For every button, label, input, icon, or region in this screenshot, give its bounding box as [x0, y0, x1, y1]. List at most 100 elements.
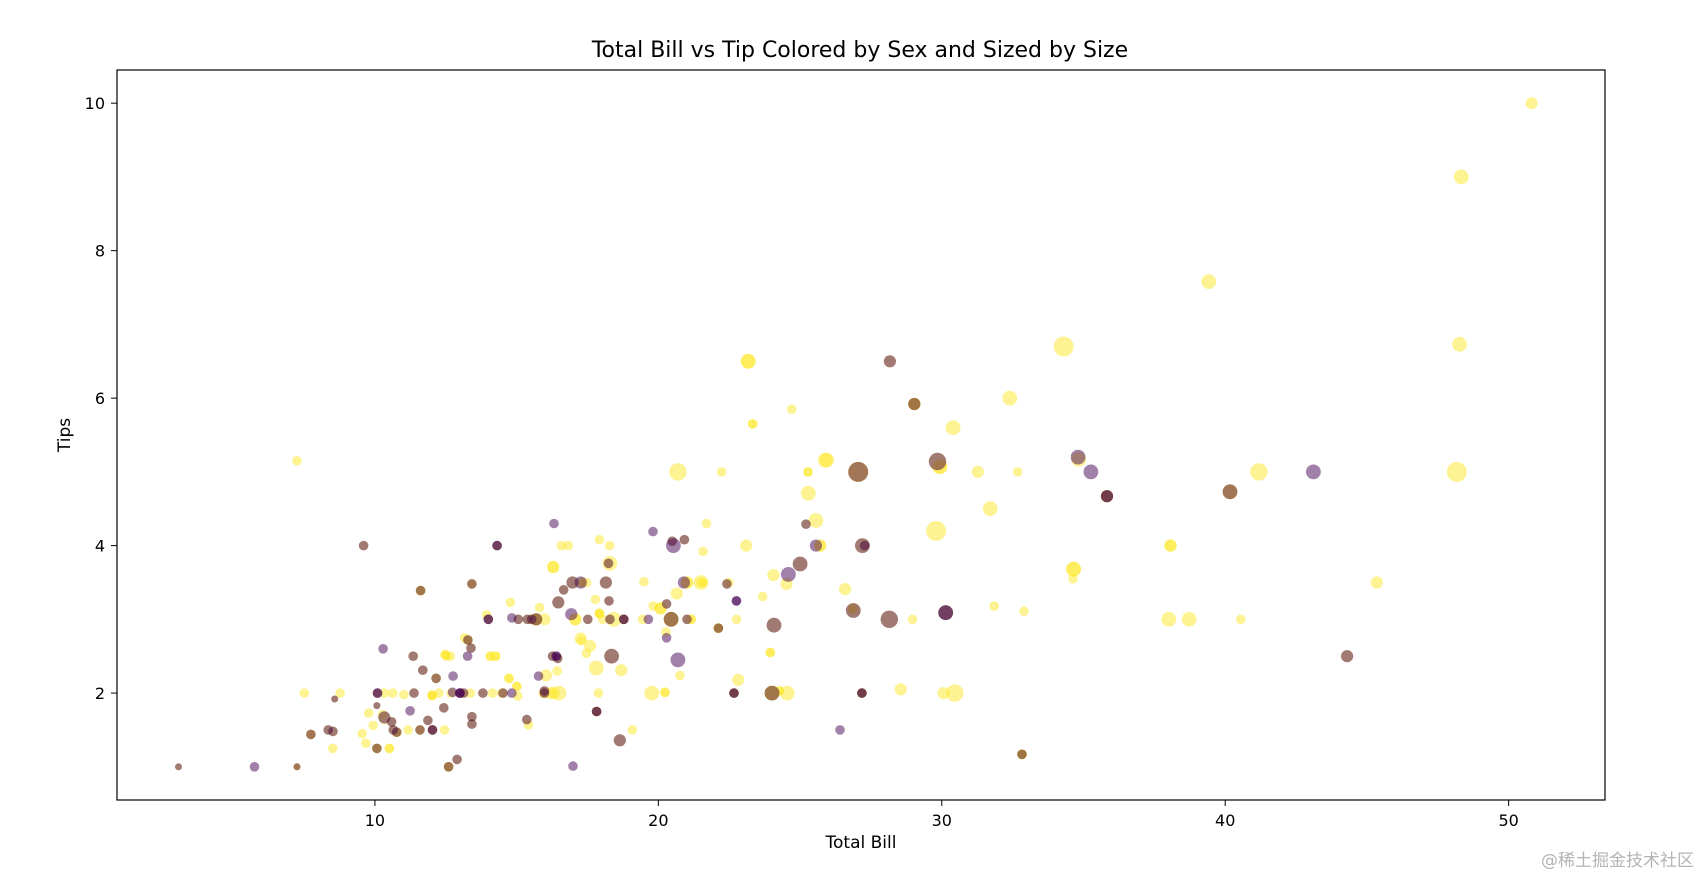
x-tick-label: 50	[1498, 811, 1518, 830]
data-point-female	[713, 623, 724, 633]
data-point-female	[408, 651, 419, 661]
data-point-female	[293, 763, 301, 771]
data-point-female	[859, 540, 870, 551]
data-point-female	[605, 614, 615, 625]
data-point-male	[839, 583, 852, 596]
data-point-female	[415, 725, 425, 735]
data-point-female	[766, 617, 782, 633]
data-point-female	[549, 518, 559, 529]
data-point-male	[740, 539, 753, 552]
data-point-female	[604, 596, 614, 606]
data-point-female	[539, 688, 550, 698]
data-point-female	[583, 614, 593, 625]
data-point-female	[467, 711, 477, 722]
data-point-male	[982, 501, 998, 517]
data-point-female	[809, 539, 823, 552]
y-axis-label: Tips	[55, 418, 75, 453]
data-point-female	[306, 729, 316, 740]
data-point-male	[357, 728, 368, 739]
data-point-female	[591, 706, 602, 717]
data-point-female	[1083, 464, 1099, 480]
data-point-female	[661, 633, 672, 643]
data-point-female	[522, 714, 532, 725]
data-point-male	[593, 688, 604, 698]
data-point-male	[388, 688, 398, 698]
data-point-male	[504, 673, 514, 684]
data-point-female	[845, 603, 861, 618]
data-point-female	[1100, 490, 1114, 503]
data-point-male	[1446, 461, 1467, 482]
points-layer	[175, 97, 1538, 772]
data-point-female	[928, 452, 947, 471]
data-point-male	[1453, 169, 1469, 185]
data-point-female	[558, 585, 569, 595]
data-point-male	[588, 660, 604, 676]
data-point-female	[1306, 464, 1321, 480]
data-point-female	[1070, 449, 1086, 465]
data-point-male	[512, 681, 522, 692]
data-point-female	[619, 614, 629, 625]
data-point-male	[1161, 611, 1177, 627]
data-point-male	[487, 688, 498, 698]
data-point-male	[594, 608, 605, 619]
data-point-female	[764, 685, 780, 701]
data-point-female	[447, 687, 458, 698]
data-point-female	[574, 576, 587, 589]
data-point-female	[418, 665, 428, 675]
data-point-female	[908, 397, 921, 411]
data-point-male	[590, 594, 601, 605]
data-point-female	[1341, 650, 1354, 663]
data-point-male	[440, 649, 451, 660]
data-point-female	[452, 754, 462, 765]
x-axis: 10 20 30 40 50	[365, 800, 1519, 830]
data-point-male	[368, 720, 379, 731]
data-point-male	[800, 485, 816, 501]
data-point-male	[335, 688, 345, 698]
data-point-male	[639, 576, 649, 587]
data-point-male	[1236, 614, 1246, 625]
data-point-female	[792, 556, 808, 572]
data-point-female	[378, 644, 388, 654]
data-point-female	[848, 461, 869, 482]
data-point-female	[533, 671, 544, 681]
data-point-male	[604, 540, 615, 551]
data-point-male	[465, 688, 476, 698]
data-point-female	[781, 567, 796, 582]
data-point-female	[1222, 484, 1238, 500]
x-tick-label: 40	[1215, 811, 1235, 830]
data-point-female	[439, 703, 449, 713]
y-tick-label: 10	[85, 94, 105, 113]
data-point-female	[565, 608, 578, 621]
data-point-female	[731, 596, 742, 606]
data-point-female	[492, 540, 502, 551]
data-point-male	[490, 651, 501, 661]
data-point-male	[552, 666, 562, 676]
data-point-female	[551, 651, 562, 661]
data-point-female	[663, 611, 679, 627]
data-point-male	[594, 534, 605, 545]
y-tick-label: 6	[95, 389, 105, 408]
data-point-female	[682, 614, 692, 625]
data-point-male	[731, 614, 742, 625]
data-point-male	[292, 456, 302, 466]
data-point-male	[1164, 539, 1177, 552]
data-point-female	[661, 599, 672, 609]
data-point-female	[938, 605, 954, 621]
data-point-female	[386, 717, 397, 727]
y-tick-label: 2	[95, 684, 105, 703]
data-point-male	[1068, 574, 1078, 584]
data-point-female	[679, 534, 690, 545]
data-point-male	[675, 670, 685, 681]
data-point-male	[732, 673, 745, 686]
data-point-female	[507, 688, 517, 698]
data-point-male	[361, 738, 371, 748]
data-point-male	[583, 639, 597, 653]
data-point-male	[670, 587, 683, 600]
data-point-male	[945, 420, 961, 435]
data-point-female	[729, 688, 739, 698]
plot-frame	[116, 69, 1606, 801]
data-point-male	[926, 520, 947, 541]
data-point-male	[379, 688, 390, 698]
data-point-male	[576, 635, 587, 646]
data-point-male	[627, 725, 638, 735]
